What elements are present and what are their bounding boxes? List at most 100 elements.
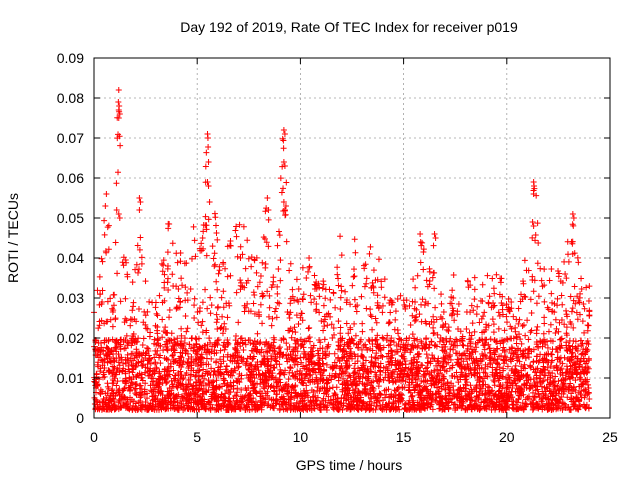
data-point [352, 303, 359, 310]
data-point [209, 379, 216, 386]
data-point [506, 346, 513, 353]
data-point [405, 382, 412, 389]
data-point [538, 367, 545, 374]
data-point [230, 382, 237, 389]
data-point [178, 325, 185, 332]
data-point [396, 396, 403, 403]
data-point [350, 273, 357, 280]
data-point [512, 328, 519, 335]
data-point [362, 341, 369, 348]
data-point [113, 180, 120, 187]
plot-frame [93, 57, 611, 419]
data-point [289, 286, 296, 293]
data-point [203, 327, 210, 334]
data-point [471, 372, 478, 379]
data-point [335, 374, 342, 381]
data-point [335, 275, 342, 282]
data-point [426, 390, 433, 397]
data-point [424, 359, 431, 366]
data-point [180, 358, 187, 365]
data-point [407, 389, 414, 396]
data-point [582, 404, 589, 411]
data-point [272, 351, 279, 358]
data-point [317, 371, 324, 378]
data-point [141, 369, 148, 376]
data-point [183, 348, 190, 355]
data-point [441, 348, 448, 355]
data-point [553, 363, 560, 370]
data-point [549, 308, 556, 315]
data-point [274, 242, 281, 249]
data-point [156, 292, 163, 299]
y-tick-label: 0.05 [57, 210, 84, 226]
data-point [101, 231, 108, 238]
data-point [464, 361, 471, 368]
data-point [245, 366, 252, 373]
data-point [162, 400, 169, 407]
data-point [322, 348, 329, 355]
data-point [520, 391, 527, 398]
data-point [320, 302, 327, 309]
data-point [339, 388, 346, 395]
data-point [232, 337, 239, 344]
data-point [572, 360, 579, 367]
data-point [178, 275, 185, 282]
data-point [196, 406, 203, 413]
data-point [147, 387, 154, 394]
data-point [578, 388, 585, 395]
data-point [549, 299, 556, 306]
data-point [320, 318, 327, 325]
data-point [187, 372, 194, 379]
data-point [253, 390, 260, 397]
data-point [107, 316, 114, 323]
data-point [268, 342, 275, 349]
data-point [262, 396, 269, 403]
data-point [92, 406, 99, 413]
data-point [220, 358, 227, 365]
data-point [423, 277, 430, 284]
data-point [215, 402, 222, 409]
data-point [276, 344, 283, 351]
data-point [120, 400, 127, 407]
data-point [377, 352, 384, 359]
data-point [113, 382, 120, 389]
data-point [286, 315, 293, 322]
data-point [367, 345, 374, 352]
data-point [196, 343, 203, 350]
data-point [585, 381, 592, 388]
data-point [180, 375, 187, 382]
data-point [581, 368, 588, 375]
data-point [392, 397, 399, 404]
data-point [117, 346, 124, 353]
data-point [211, 367, 218, 374]
data-point [516, 404, 523, 411]
data-point [276, 361, 283, 368]
data-point [259, 293, 266, 300]
data-point [321, 390, 328, 397]
data-point [244, 406, 251, 413]
data-point [185, 355, 192, 362]
data-point [481, 328, 488, 335]
data-point [231, 403, 238, 410]
data-point [197, 398, 204, 405]
data-point [205, 216, 212, 223]
data-point [347, 326, 354, 333]
data-point [409, 298, 416, 305]
data-point [495, 325, 502, 332]
data-point [207, 371, 214, 378]
data-point [519, 399, 526, 406]
data-point [489, 371, 496, 378]
data-point [438, 300, 445, 307]
data-point [359, 353, 366, 360]
data-point [525, 336, 532, 343]
data-point [411, 337, 418, 344]
data-point [206, 199, 213, 205]
data-point [473, 356, 480, 363]
data-point [115, 115, 122, 121]
data-point [95, 325, 102, 332]
data-point [233, 347, 240, 354]
data-point [301, 374, 308, 381]
data-point [138, 386, 145, 393]
data-point [287, 351, 294, 358]
data-point [430, 242, 437, 249]
